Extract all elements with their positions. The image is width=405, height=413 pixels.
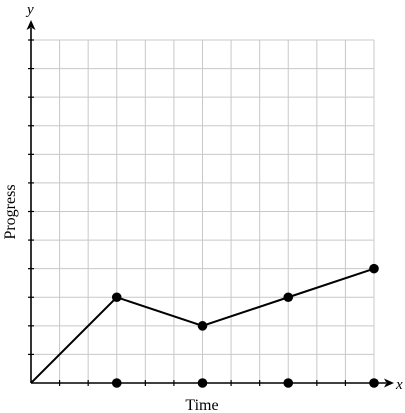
y-axis-label: Progress: [2, 184, 19, 239]
series-group: [30, 263, 379, 384]
data-point: [283, 292, 294, 303]
y-axis-letter: y: [25, 2, 34, 18]
data-point: [369, 263, 379, 274]
x-axis-letter: x: [395, 377, 403, 393]
x-axis-marker: [283, 378, 294, 388]
x-axis-markers-group: [111, 378, 379, 388]
x-axis-label: Time: [185, 397, 218, 413]
x-axis-marker: [111, 378, 122, 388]
data-point: [111, 292, 122, 303]
axes: [26, 20, 394, 388]
y-axis-arrowhead: [26, 20, 36, 30]
x-axis-marker: [369, 378, 379, 388]
x-axis-arrowhead: [384, 378, 394, 388]
data-point: [197, 321, 208, 331]
x-axis-marker: [197, 378, 208, 388]
